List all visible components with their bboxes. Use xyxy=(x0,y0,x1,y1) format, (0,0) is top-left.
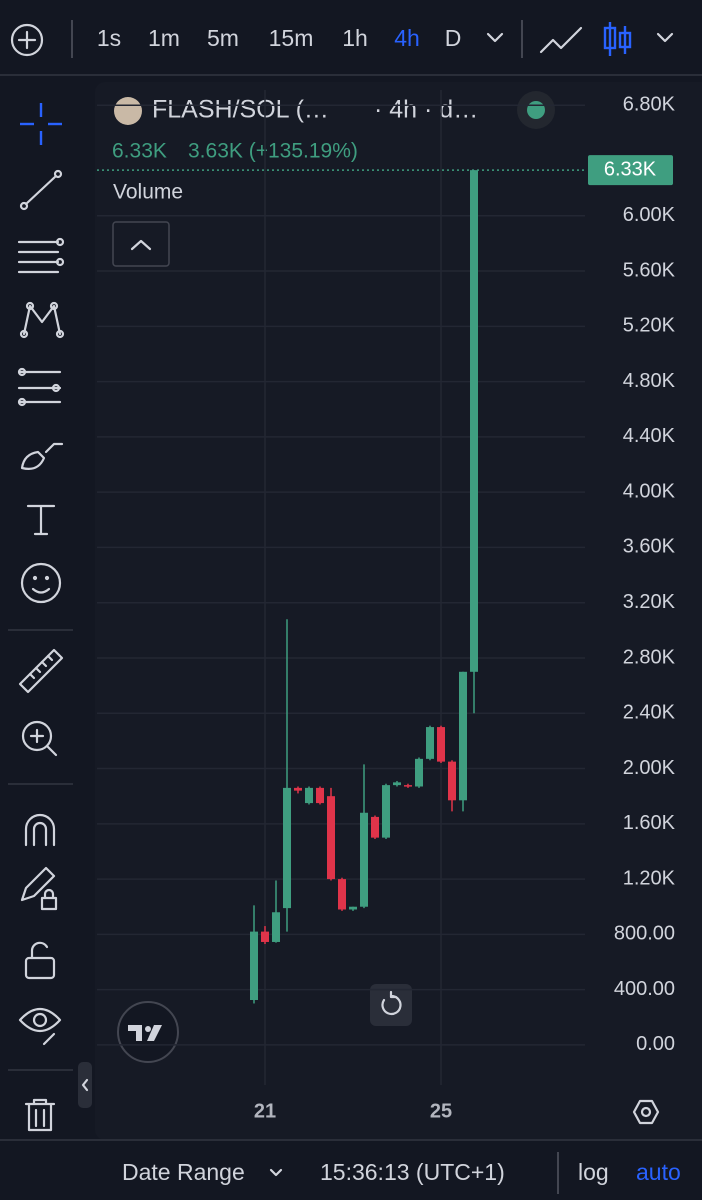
visibility-tool[interactable] xyxy=(18,1007,62,1046)
symbol-name[interactable]: FLASH/SOL (… xyxy=(152,96,329,124)
candle-body xyxy=(294,787,302,791)
candle-body xyxy=(250,931,258,1001)
candle-body xyxy=(437,727,445,762)
candle-body xyxy=(349,906,357,910)
interval-button[interactable]: 15m xyxy=(269,25,314,51)
candle-body xyxy=(272,912,280,942)
y-tick-label: 4.80K xyxy=(623,370,676,392)
chart-type-menu[interactable] xyxy=(656,32,674,43)
date-range-chevron xyxy=(269,1168,283,1177)
candle-body xyxy=(283,787,291,909)
last-price-label: 6.33K xyxy=(604,158,657,180)
y-tick-label: 1.60K xyxy=(623,812,676,834)
y-tick-label: 4.00K xyxy=(623,480,676,502)
chevron-up xyxy=(130,239,152,251)
symbol-interval: · 4h · d… xyxy=(374,96,478,124)
y-tick-label: 2.80K xyxy=(623,646,676,668)
y-tick-label: 800.00 xyxy=(614,923,675,945)
y-tick-label: 400.00 xyxy=(614,978,675,1000)
y-tick-label: 2.40K xyxy=(623,702,676,724)
interval-button[interactable]: 5m xyxy=(207,25,239,51)
collapse-sidebar[interactable] xyxy=(78,1062,92,1108)
price-change: 3.63K (+135.19%) xyxy=(188,140,358,163)
collapse-indicators[interactable] xyxy=(112,221,170,267)
crosshair-tool[interactable] xyxy=(20,103,62,145)
interval-button[interactable]: 4h xyxy=(394,25,420,51)
interval-menu[interactable] xyxy=(486,32,504,43)
y-tick-label: 6.00K xyxy=(623,204,676,226)
candle-body xyxy=(360,812,368,907)
candle-body xyxy=(404,785,412,787)
delete-tool[interactable] xyxy=(24,1098,56,1132)
y-tick-label: 3.60K xyxy=(623,536,676,558)
unlock-tool[interactable] xyxy=(24,941,56,980)
lock-drawing-tool[interactable] xyxy=(20,866,58,911)
emoji-tool[interactable] xyxy=(20,562,62,604)
interval-button[interactable]: 1s xyxy=(97,25,121,51)
candle-body xyxy=(305,787,313,804)
candle-chart-button[interactable] xyxy=(603,22,632,56)
chart-panel xyxy=(95,82,702,1140)
candle-body xyxy=(261,931,269,942)
y-tick-label: 5.60K xyxy=(623,259,676,281)
auto-toggle[interactable]: auto xyxy=(636,1159,681,1185)
candle-body xyxy=(316,787,324,804)
symbol-avatar xyxy=(114,97,142,125)
interval-button[interactable]: 1h xyxy=(342,25,368,51)
interval-bar: 1s 1m 5m 15m 1h 4h D xyxy=(97,25,461,51)
log-toggle[interactable]: log xyxy=(578,1159,609,1185)
y-tick-label: 6.80K xyxy=(623,93,676,115)
y-tick-label: 0.00 xyxy=(636,1033,675,1055)
interval-button[interactable]: 1m xyxy=(148,25,180,51)
date-range-button[interactable]: Date Range xyxy=(122,1159,245,1185)
candle-body xyxy=(426,727,434,759)
collapse-arrow xyxy=(81,1078,89,1092)
magnet-tool[interactable] xyxy=(24,813,56,847)
y-tick-label: 5.20K xyxy=(623,315,676,337)
ruler-tool[interactable] xyxy=(18,648,64,694)
projection-tool[interactable] xyxy=(17,367,62,407)
line-chart-button[interactable] xyxy=(539,26,583,54)
brush-tool[interactable] xyxy=(20,442,64,470)
candle-body xyxy=(470,170,478,672)
candle-body xyxy=(382,785,390,838)
candle-body xyxy=(327,796,335,880)
pattern-tool[interactable] xyxy=(19,301,65,339)
y-tick-label: 4.40K xyxy=(623,425,676,447)
y-tick-label: 3.20K xyxy=(623,591,676,613)
zoom-tool[interactable] xyxy=(21,720,58,757)
trend-line-tool[interactable] xyxy=(19,169,63,211)
candle-body xyxy=(459,671,467,801)
plot: 21 25 6.80K 6.00K 5.60K 5.20K 4.80K 4.40K 4.00K 3… xyxy=(97,90,676,1122)
y-tick-label: 2.00K xyxy=(623,757,676,779)
interval-button[interactable]: D xyxy=(445,25,462,51)
fib-tool[interactable] xyxy=(17,237,65,274)
text-tool[interactable] xyxy=(26,504,56,536)
axis-settings[interactable] xyxy=(632,1099,660,1125)
status-dot xyxy=(527,101,545,119)
last-price: 6.33K xyxy=(112,140,167,163)
candle-body xyxy=(338,879,346,910)
x-tick-label: 21 xyxy=(254,1100,276,1122)
candle-body xyxy=(448,761,456,801)
y-tick-label: 1.20K xyxy=(623,867,676,889)
candle-body xyxy=(393,782,401,786)
add-button[interactable] xyxy=(10,23,44,57)
candle-body xyxy=(415,758,423,787)
x-tick-label: 25 xyxy=(430,1100,452,1122)
tradingview-logo[interactable] xyxy=(117,1001,179,1063)
reset-chart[interactable] xyxy=(370,984,412,1026)
clock: 15:36:13 (UTC+1) xyxy=(320,1159,505,1185)
indicator-name: Volume xyxy=(113,181,183,204)
last-price-badge xyxy=(588,155,673,186)
candle-body xyxy=(371,816,379,838)
